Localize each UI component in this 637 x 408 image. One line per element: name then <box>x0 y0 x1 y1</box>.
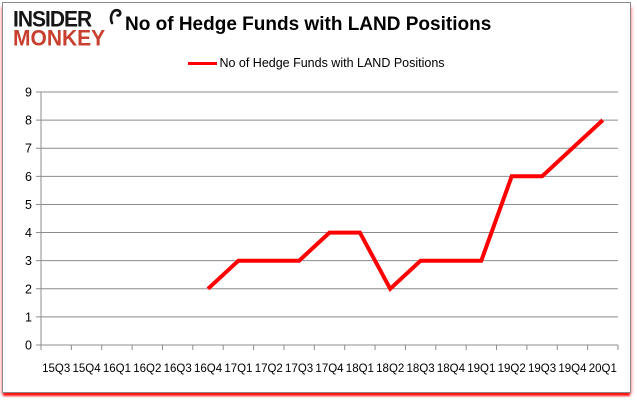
monkey-tail-icon <box>109 7 124 29</box>
y-tick-label: 2 <box>25 282 32 296</box>
y-tick-label: 1 <box>25 310 32 324</box>
x-tick-label: 17Q2 <box>255 363 283 375</box>
logo-monkey-text: MONKEY <box>13 26 106 51</box>
y-tick-label: 6 <box>25 170 32 184</box>
x-tick-label: 19Q2 <box>498 363 526 375</box>
x-tick-label: 15Q3 <box>42 363 70 375</box>
x-tick-label: 16Q2 <box>133 363 161 375</box>
x-tick-label: 19Q3 <box>528 363 556 375</box>
x-tick-label: 17Q3 <box>285 363 313 375</box>
chart-container: INSIDER MONKEY No of Hedge Funds with LA… <box>2 2 631 393</box>
x-tick-label: 16Q3 <box>164 363 192 375</box>
x-tick-label: 18Q1 <box>346 363 374 375</box>
y-tick-label: 7 <box>25 142 32 156</box>
data-series-line <box>206 118 605 293</box>
legend-label: No of Hedge Funds with LAND Positions <box>219 56 445 70</box>
x-tick-label: 18Q3 <box>407 363 435 375</box>
y-tick-label: 5 <box>25 198 32 212</box>
x-tick-label: 18Q4 <box>437 363 466 375</box>
y-tick-label: 8 <box>25 114 32 128</box>
legend: No of Hedge Funds with LAND Positions <box>3 56 630 70</box>
x-tick-label: 19Q1 <box>467 363 495 375</box>
x-tick-label: 18Q2 <box>376 363 404 375</box>
x-tick-label: 20Q1 <box>589 363 617 375</box>
x-tick-label: 16Q1 <box>103 363 131 375</box>
x-tick-label: 15Q4 <box>72 363 101 375</box>
y-tick-label: 4 <box>25 226 32 240</box>
x-tick-label: 17Q1 <box>224 363 252 375</box>
logo-insider-text: INSIDER <box>13 7 92 32</box>
y-tick-label: 9 <box>25 86 32 100</box>
chart-title: No of Hedge Funds with LAND Positions <box>125 14 492 35</box>
y-tick-label: 0 <box>25 339 32 353</box>
insider-monkey-logo: INSIDER MONKEY <box>13 7 122 51</box>
y-tick-label: 3 <box>25 254 32 268</box>
x-tick-label: 17Q4 <box>315 363 344 375</box>
x-tick-label: 16Q4 <box>194 363 223 375</box>
legend-line-swatch <box>188 61 218 65</box>
x-tick-label: 19Q4 <box>558 363 587 375</box>
